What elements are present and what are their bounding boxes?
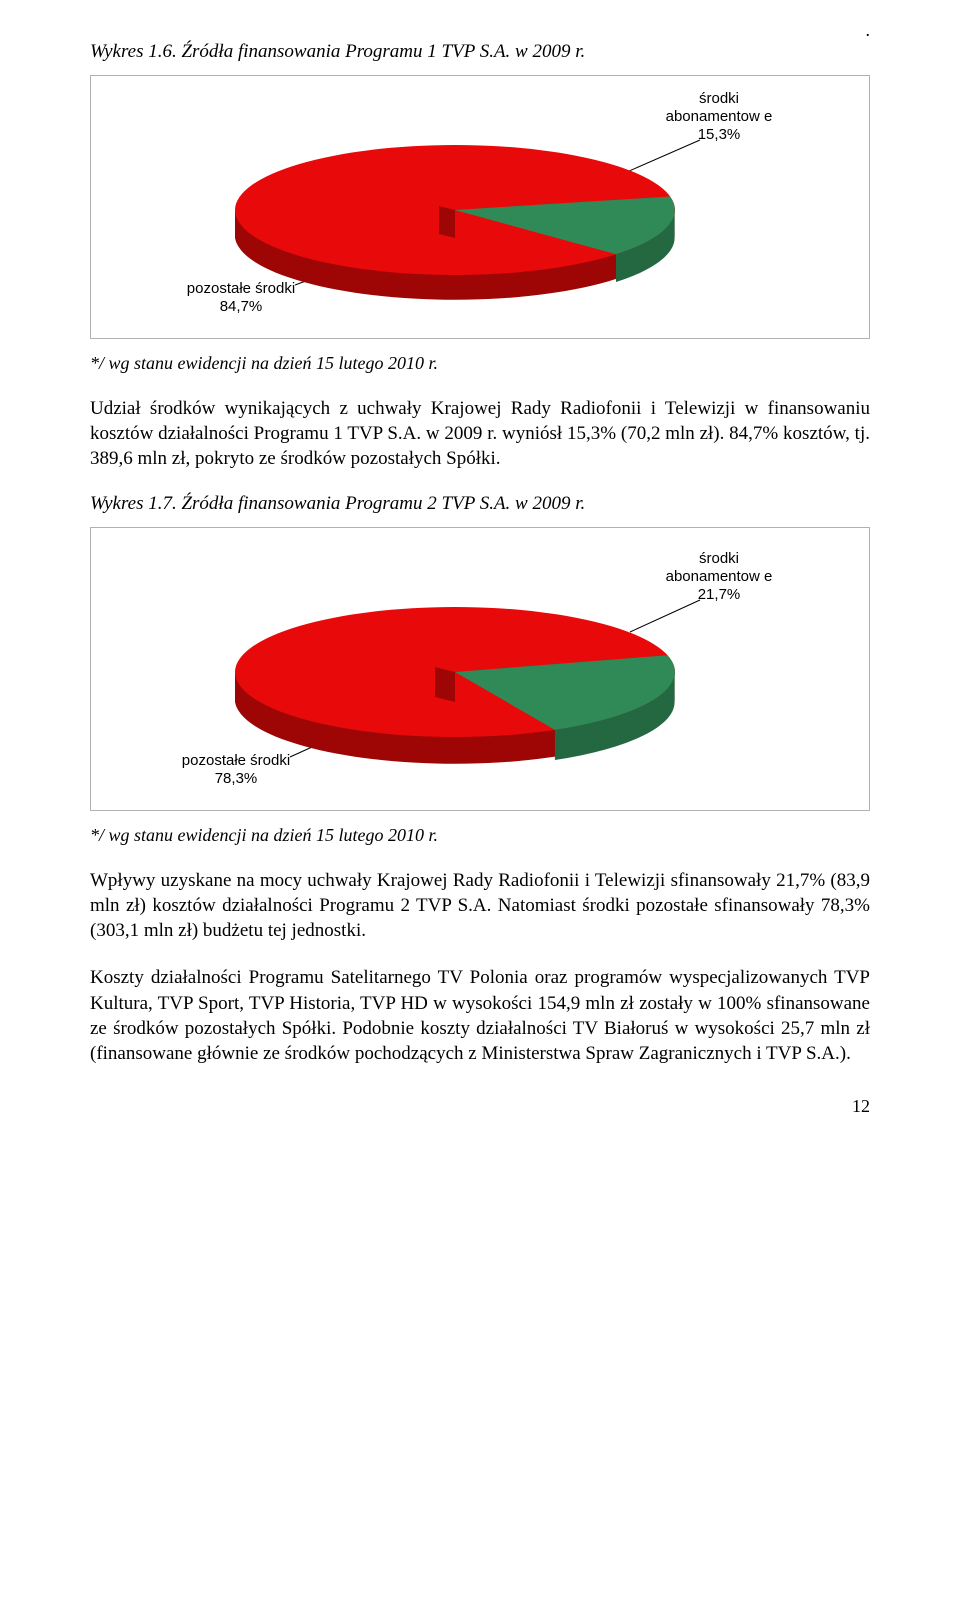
chart1-label-abon: środki abonamentow e 15,3% [649,90,789,144]
para3: Koszty działalności Programu Satelitarne… [90,965,870,1065]
page-number: 12 [90,1096,870,1117]
chart1-abon-l3: 15,3% [698,126,741,143]
chart2-poz-l2: 78,3% [215,770,258,787]
chart2-box: środki abonamentow e 21,7% pozostałe śro… [90,527,870,811]
para2: Wpływy uzyskane na mocy uchwały Krajowej… [90,868,870,943]
chart1-abon-l2: abonamentow e [666,108,773,125]
chart1-label-poz: pozostałe środki 84,7% [156,280,326,316]
footnote2: */ wg stanu ewidencji na dzień 15 lutego… [90,825,870,846]
chart2-title: Wykres 1.7. Źródła finansowania Programu… [90,493,870,515]
page-dot: . [90,20,870,41]
chart1-poz-l1: pozostałe środki [187,280,295,297]
chart1-area: środki abonamentow e 15,3% pozostałe śro… [121,90,849,320]
chart2-label-poz: pozostałe środki 78,3% [151,752,321,788]
chart1-poz-l2: 84,7% [220,298,263,315]
footnote1: */ wg stanu ewidencji na dzień 15 lutego… [90,353,870,374]
chart1-box: środki abonamentow e 15,3% pozostałe śro… [90,75,870,339]
chart1-abon-l1: środki [699,90,739,107]
chart1-title: Wykres 1.6. Źródła finansowania Programu… [90,41,870,63]
para1: Udział środków wynikających z uchwały Kr… [90,396,870,471]
chart2-label-abon: środki abonamentow e 21,7% [649,550,789,604]
chart2-poz-l1: pozostałe środki [182,752,290,769]
chart2-abon-l3: 21,7% [698,586,741,603]
chart2-abon-l2: abonamentow e [666,568,773,585]
chart2-area: środki abonamentow e 21,7% pozostałe śro… [121,542,849,792]
chart2-abon-l1: środki [699,550,739,567]
